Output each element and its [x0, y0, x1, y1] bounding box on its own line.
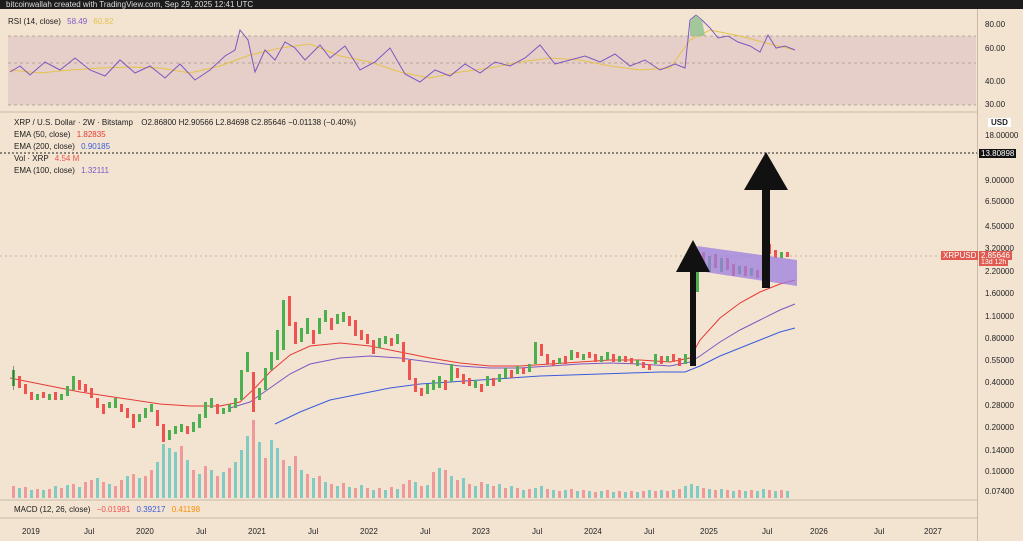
rsi-ma-line [9, 29, 796, 79]
time-tick: 2022 [360, 527, 378, 536]
rsi-tick: 40.00 [985, 77, 1006, 86]
rsi-legend: RSI (14, close) 58.49 60.82 [8, 17, 113, 26]
ohlc-change: −0.01138 (−0.40%) [288, 118, 356, 127]
time-tick: Jul [762, 527, 773, 536]
up-arrow-1 [676, 240, 710, 366]
time-tick: 2024 [584, 527, 602, 536]
price-tick: 9.00000 [985, 176, 1014, 185]
time-tick: Jul [644, 527, 655, 536]
price-tick: 0.14000 [985, 446, 1014, 455]
price-tick: 0.55000 [985, 356, 1014, 365]
last-price-tag: 2.85646 [979, 251, 1012, 260]
price-tick: 0.28000 [985, 401, 1014, 410]
time-tick: 2027 [924, 527, 942, 536]
time-tick: 2020 [136, 527, 154, 536]
chart-credit: bitcoinwallah created with TradingView.c… [0, 0, 1023, 9]
price-tick: 0.07400 [985, 487, 1014, 496]
price-tick: 2.20000 [985, 267, 1014, 276]
rsi-tick: 80.00 [985, 20, 1006, 29]
ema50-line [9, 279, 796, 407]
ohlc-open: O2.86800 [141, 118, 177, 127]
ema50-legend: EMA (50, close) 1.82835 [14, 130, 106, 139]
time-tick: Jul [196, 527, 207, 536]
dotted-level-tag: 13.80898 [979, 149, 1017, 158]
symbol-tag: XRPUSD [941, 251, 979, 260]
ohlc-high: H2.90566 [178, 118, 214, 127]
time-tick: 2026 [810, 527, 828, 536]
macd-legend: MACD (12, 26, close) −0.01981 0.39217 0.… [14, 505, 201, 514]
price-tick: 18.00000 [985, 131, 1019, 140]
ema100-line [229, 303, 796, 409]
time-tick: 2019 [22, 527, 40, 536]
time-tick: 2025 [700, 527, 718, 536]
price-tick: 3.20000 [985, 244, 1014, 253]
price-axis[interactable] [977, 9, 1023, 541]
time-tick: Jul [532, 527, 543, 536]
time-tick: Jul [420, 527, 431, 536]
rsi-tick: 30.00 [985, 100, 1006, 109]
symbol-line: XRP / U.S. Dollar · 2W · Bitstamp [14, 118, 133, 127]
time-tick: Jul [84, 527, 95, 536]
price-tick: 0.40000 [985, 378, 1014, 387]
time-tick: Jul [308, 527, 319, 536]
flag-channel [697, 246, 797, 286]
symbol-legend: XRP / U.S. Dollar · 2W · Bitstamp O2.868… [14, 118, 356, 127]
volume-legend: Vol · XRP 4.54 M [14, 154, 80, 163]
countdown-tag: 13d 12h [979, 259, 1009, 266]
ema200-line [274, 327, 796, 425]
time-tick: Jul [874, 527, 885, 536]
ema100-legend: EMA (100, close) 1.32111 [14, 166, 109, 175]
time-tick: 2023 [472, 527, 490, 536]
price-tick: 0.80000 [985, 334, 1014, 343]
ohlc-close: C2.85646 [251, 118, 286, 127]
up-arrow-2 [744, 152, 788, 288]
rsi-tick: 60.00 [985, 44, 1006, 53]
price-tick: 4.50000 [985, 222, 1014, 231]
rsi-band [8, 36, 976, 105]
price-tick: 6.50000 [985, 197, 1014, 206]
rsi-value: 58.49 [67, 17, 88, 26]
price-tick: 0.10000 [985, 467, 1014, 476]
candles [12, 244, 789, 442]
ema200-legend: EMA (200, close) 0.90185 [14, 142, 111, 151]
price-tick: 1.60000 [985, 289, 1014, 298]
currency-label[interactable]: USD [988, 118, 1011, 127]
price-tick: 0.20000 [985, 423, 1014, 432]
time-tick: 2021 [248, 527, 266, 536]
price-tick: 1.10000 [985, 312, 1014, 321]
rsi-title: RSI (14, close) [8, 17, 61, 26]
volume-bars [12, 420, 789, 498]
ohlc-low: L2.84698 [215, 118, 249, 127]
rsi-ma-value: 60.82 [93, 17, 114, 26]
